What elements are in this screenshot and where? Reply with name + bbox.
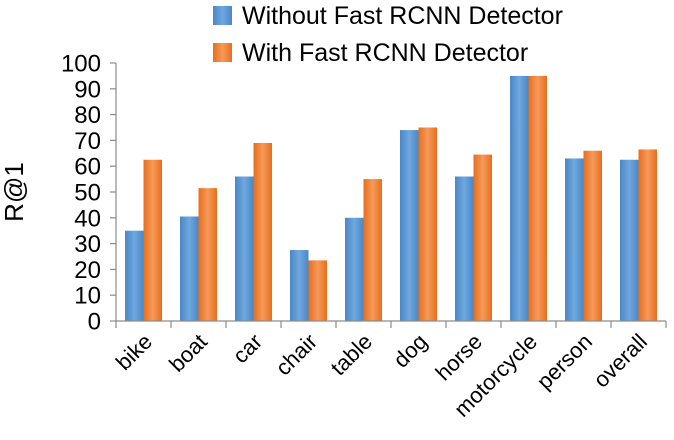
legend: Without Fast RCNN Detector With Fast RCN…	[213, 2, 563, 67]
bar-with-dog	[418, 127, 437, 321]
x-category-label: bike	[111, 329, 157, 375]
y-tick-label: 70	[74, 128, 101, 155]
legend-item-1: With Fast RCNN Detector	[213, 39, 528, 67]
bar-without-motorcycle	[510, 75, 529, 322]
y-tick-label: 100	[61, 51, 101, 78]
y-tick-label: 40	[74, 205, 101, 232]
legend-swatch-1	[213, 43, 232, 62]
y-tick-label: 80	[74, 102, 101, 129]
x-category-label: boat	[164, 329, 212, 377]
y-tick-label: 50	[74, 180, 101, 207]
bar-with-table	[363, 179, 382, 321]
bar-without-person	[565, 158, 584, 321]
y-tick-label: 30	[74, 231, 101, 258]
bar-without-bike	[125, 230, 144, 321]
bar-with-motorcycle	[528, 75, 547, 322]
bar-with-chair	[308, 260, 327, 321]
bar-without-overall	[620, 159, 639, 321]
x-category-label: car	[228, 329, 267, 368]
bar-without-car	[235, 176, 254, 321]
bars	[125, 75, 657, 322]
y-tick-label: 10	[74, 283, 101, 310]
bar-without-boat	[180, 216, 199, 321]
bar-without-table	[345, 217, 364, 321]
x-category-label: chair	[271, 329, 322, 380]
bar-with-car	[253, 142, 272, 321]
x-category-label: dog	[388, 329, 432, 373]
bar-with-overall	[638, 149, 657, 321]
bar-without-dog	[400, 130, 419, 321]
bar-without-horse	[455, 176, 474, 321]
legend-label-1: With Fast RCNN Detector	[242, 39, 528, 67]
bar-with-bike	[143, 159, 162, 321]
legend-item-0: Without Fast RCNN Detector	[213, 2, 563, 30]
bar-with-person	[583, 150, 602, 321]
x-category-label: person	[532, 329, 597, 394]
x-category-label: table	[326, 329, 377, 380]
y-tick-label: 60	[74, 154, 101, 181]
bar-with-horse	[473, 154, 492, 321]
bar-with-boat	[198, 188, 217, 321]
y-tick-label: 0	[88, 309, 101, 336]
y-tick-label: 20	[74, 257, 101, 284]
y-tick-label: 90	[74, 76, 101, 103]
y-axis-label: R@1	[0, 162, 29, 222]
x-axis-ticks: bike boat car chair table doghorsemotorcyclep…	[111, 321, 667, 422]
legend-label-0: Without Fast RCNN Detector	[242, 2, 563, 30]
legend-swatch-0	[213, 6, 232, 25]
x-category-label: overall	[589, 329, 653, 393]
bar-without-chair	[290, 250, 309, 321]
